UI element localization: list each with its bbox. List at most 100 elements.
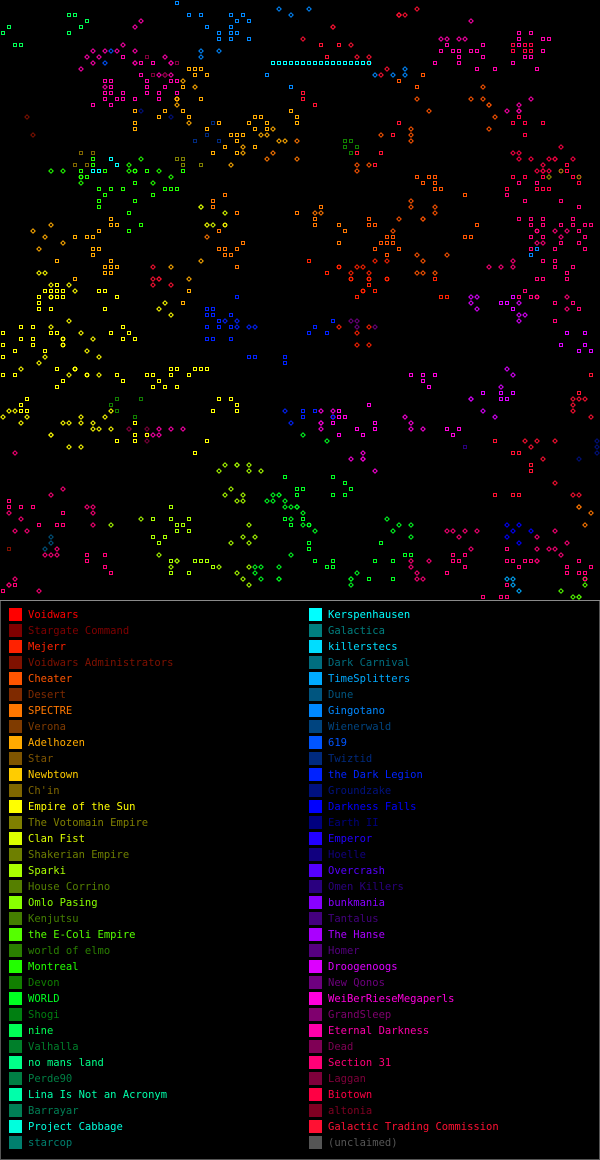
star-system-marker xyxy=(354,324,360,330)
star-system-marker xyxy=(72,366,78,372)
star-system-marker xyxy=(529,49,533,53)
faction-name: GrandSleep xyxy=(328,1009,392,1021)
star-system-marker xyxy=(235,409,239,413)
star-system-marker xyxy=(150,432,156,438)
faction-color-swatch xyxy=(9,832,22,845)
star-system-marker xyxy=(594,450,600,456)
star-system-marker xyxy=(337,61,341,65)
star-system-marker xyxy=(115,265,119,269)
star-system-marker xyxy=(169,367,173,371)
star-system-marker xyxy=(169,373,173,377)
star-system-marker xyxy=(121,91,125,95)
star-system-marker xyxy=(504,522,510,528)
star-system-marker xyxy=(217,37,221,41)
star-system-marker xyxy=(12,408,18,414)
faction-color-swatch xyxy=(9,608,22,621)
star-system-marker xyxy=(288,12,294,18)
star-system-marker xyxy=(240,498,246,504)
faction-color-swatch xyxy=(309,1008,322,1021)
faction-name: Kerspenhausen xyxy=(328,609,411,621)
star-system-marker xyxy=(228,486,234,492)
star-system-marker xyxy=(109,79,113,83)
star-system-marker xyxy=(331,565,335,569)
faction-name: Sparki xyxy=(28,865,66,877)
star-system-marker xyxy=(186,276,192,282)
star-system-marker xyxy=(133,199,137,203)
star-system-marker xyxy=(301,415,305,419)
star-system-marker xyxy=(139,61,143,65)
star-system-marker xyxy=(541,187,545,191)
faction-name: Adelhozen xyxy=(28,737,85,749)
star-system-marker xyxy=(523,175,527,179)
star-system-marker xyxy=(421,373,425,377)
star-system-marker xyxy=(97,289,101,293)
star-system-marker xyxy=(331,493,335,497)
star-system-marker xyxy=(577,241,581,245)
star-system-marker xyxy=(432,204,438,210)
star-system-marker xyxy=(588,510,594,516)
star-system-marker xyxy=(79,151,83,155)
star-system-marker xyxy=(457,49,461,53)
star-system-marker xyxy=(228,162,234,168)
star-system-marker xyxy=(385,241,389,245)
faction-color-swatch xyxy=(9,800,22,813)
faction-color-swatch xyxy=(309,784,322,797)
star-system-marker xyxy=(109,91,113,95)
faction-name: Valhalla xyxy=(28,1041,79,1053)
star-system-marker xyxy=(85,175,89,179)
map-legend-separator xyxy=(0,600,600,601)
star-system-marker xyxy=(168,312,174,318)
star-system-marker xyxy=(55,259,59,263)
star-system-marker xyxy=(498,264,504,270)
star-system-marker xyxy=(223,253,227,257)
star-system-marker xyxy=(247,19,251,23)
star-system-marker xyxy=(67,31,71,35)
star-system-marker xyxy=(583,247,587,251)
star-system-marker xyxy=(337,223,341,227)
star-system-marker xyxy=(480,84,486,90)
star-system-marker xyxy=(253,127,257,131)
star-system-marker xyxy=(301,409,305,413)
star-system-marker xyxy=(222,210,228,216)
star-system-marker xyxy=(529,235,533,239)
star-system-marker xyxy=(66,318,72,324)
star-system-marker xyxy=(349,151,353,155)
star-system-marker xyxy=(187,517,191,521)
star-system-marker xyxy=(7,499,11,503)
star-system-marker xyxy=(66,420,72,426)
star-system-marker xyxy=(516,156,522,162)
star-system-marker xyxy=(109,223,113,227)
star-system-marker xyxy=(199,97,203,101)
star-system-marker xyxy=(103,91,107,95)
star-system-marker xyxy=(295,61,299,65)
faction-name: Omlo Pasing xyxy=(28,897,98,909)
star-system-marker xyxy=(529,253,533,257)
star-system-marker xyxy=(37,307,41,311)
star-system-marker xyxy=(55,289,59,293)
star-system-marker xyxy=(282,504,288,510)
star-system-marker xyxy=(103,193,107,197)
star-system-marker xyxy=(589,373,593,377)
star-system-marker xyxy=(337,43,341,47)
star-system-marker xyxy=(523,43,527,47)
star-system-marker xyxy=(469,235,473,239)
star-system-marker xyxy=(199,67,203,71)
star-system-marker xyxy=(409,553,413,557)
star-system-marker xyxy=(469,49,473,53)
star-system-marker xyxy=(229,31,233,35)
star-system-marker xyxy=(235,403,239,407)
faction-color-swatch xyxy=(9,864,22,877)
star-system-marker xyxy=(240,144,246,150)
star-system-marker xyxy=(48,168,54,174)
galaxy-map[interactable] xyxy=(0,0,600,600)
star-system-marker xyxy=(331,475,335,479)
star-system-marker xyxy=(474,528,480,534)
star-system-marker xyxy=(546,156,552,162)
star-system-marker xyxy=(150,264,156,270)
star-system-marker xyxy=(12,450,18,456)
star-system-marker xyxy=(414,270,420,276)
star-system-marker xyxy=(307,523,311,527)
star-system-marker xyxy=(174,96,180,102)
star-system-marker xyxy=(175,367,179,371)
star-system-marker xyxy=(307,541,311,545)
